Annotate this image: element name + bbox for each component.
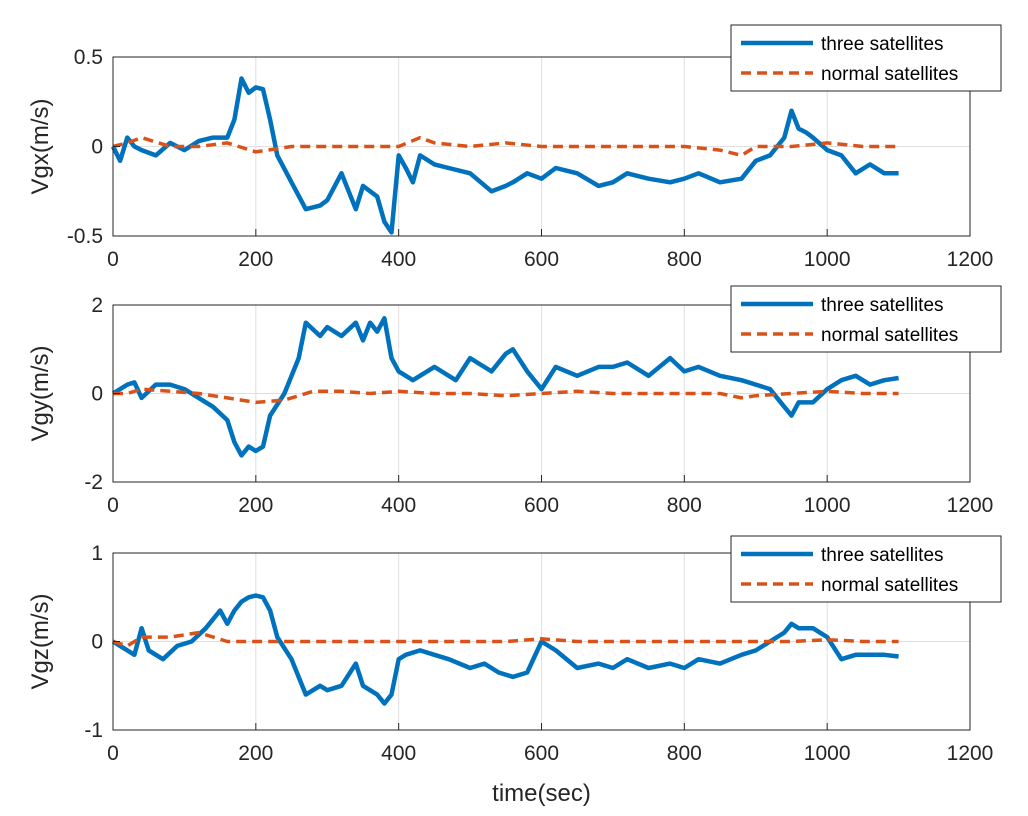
series-line-three-satellites (111, 316, 899, 458)
legend-label-normal-satellites: normal satellites (821, 325, 958, 346)
y-tick-label: 1 (91, 542, 103, 565)
series-line-three-satellites (111, 593, 899, 706)
series-line-normal-satellites (113, 387, 899, 405)
x-tick-label: 600 (524, 742, 559, 765)
series-line-normal-satellites (112, 630, 899, 648)
x-tick-label: 200 (238, 742, 273, 765)
x-tick-label: 1200 (947, 248, 994, 271)
x-axis-label: time(sec) (492, 780, 591, 807)
legend-box (730, 24, 1002, 92)
legend-label-normal-satellites: normal satellites (821, 64, 958, 85)
y-tick-label: -0.5 (67, 225, 103, 248)
x-tick-label: 800 (667, 248, 702, 271)
y-axis-label: Vgz(m/s) (27, 594, 54, 690)
x-tick-label: 200 (238, 248, 273, 271)
legend-box (730, 535, 1002, 603)
legend-label-three-satellites: three satellites (821, 295, 944, 316)
x-tick-label: 1000 (804, 494, 851, 517)
x-tick-label: 800 (667, 742, 702, 765)
legend: three satellites normal satellites (730, 285, 1002, 353)
y-tick-label: 0 (91, 631, 103, 654)
legend-label-three-satellites: three satellites (821, 34, 944, 55)
x-tick-label: 800 (667, 494, 702, 517)
y-axis-label: Vgy(m/s) (27, 346, 54, 442)
x-tick-label: 1000 (804, 248, 851, 271)
legend-label-three-satellites: three satellites (821, 545, 944, 566)
x-tick-label: 0 (107, 248, 119, 271)
x-tick-label: 400 (381, 248, 416, 271)
y-axis-label: Vgx(m/s) (27, 99, 54, 195)
x-tick-label: 400 (381, 494, 416, 517)
y-tick-label: 2 (91, 294, 103, 317)
subplot-3: 0 200 400 600 800 1000 1200-101Vgz(m/s)time(se… (27, 542, 993, 807)
y-tick-label: 0.5 (74, 46, 103, 69)
x-tick-label: 400 (381, 742, 416, 765)
x-tick-label: 1200 (947, 494, 994, 517)
y-tick-label: 0 (91, 383, 103, 406)
y-tick-label: 0 (91, 136, 103, 159)
x-tick-label: 1000 (804, 742, 851, 765)
legend-label-normal-satellites: normal satellites (821, 575, 958, 596)
x-tick-label: 1200 (947, 742, 994, 765)
series-line-normal-satellites (112, 135, 899, 158)
y-tick-label: -1 (84, 719, 103, 742)
x-tick-label: 0 (107, 742, 119, 765)
x-tick-label: 600 (524, 248, 559, 271)
x-tick-label: 600 (524, 494, 559, 517)
series-line-three-satellites (110, 76, 899, 235)
x-tick-label: 200 (238, 494, 273, 517)
legend: three satellites normal satellites (730, 24, 1002, 92)
legend-box (730, 285, 1002, 353)
x-tick-label: 0 (107, 494, 119, 517)
legend: three satellites normal satellites (730, 535, 1002, 603)
y-tick-label: -2 (84, 471, 103, 494)
